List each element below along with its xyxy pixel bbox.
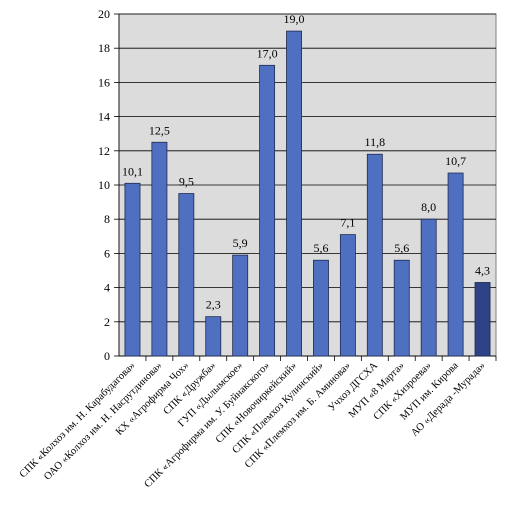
- bar: [124, 182, 141, 357]
- bar: [205, 316, 222, 357]
- data-labels: 10,1 12,5 9,5 2,3 5,9 17,0 19,0 5,6 7,1 11,8 5,6 8,…: [122, 12, 490, 312]
- data-label: 12,5: [149, 123, 170, 137]
- data-label: 10,7: [445, 154, 466, 168]
- data-label: 2,3: [206, 298, 221, 312]
- data-label: 5,6: [313, 241, 328, 255]
- y-tick-label: 12: [98, 144, 110, 158]
- x-category-label: СПК «Колхоз им. Н. Карабудагова»: [18, 360, 138, 480]
- bar: [447, 172, 464, 357]
- bars: [124, 30, 491, 357]
- data-label: 5,6: [394, 241, 409, 255]
- bar: [286, 30, 302, 357]
- y-axis-ticks: 0 2 4 6 8 10 12 14 16 18 20: [98, 7, 110, 363]
- bar: [366, 153, 383, 357]
- data-label: 9,5: [179, 175, 194, 189]
- bar: [313, 259, 329, 357]
- y-tick-label: 6: [104, 246, 110, 260]
- data-label: 5,9: [233, 236, 248, 250]
- y-tick-label: 18: [98, 41, 110, 55]
- bar: [393, 259, 410, 357]
- bar: [339, 234, 356, 357]
- y-tick-label: 0: [104, 349, 110, 363]
- y-tick-label: 16: [98, 75, 110, 89]
- data-label: 11,8: [365, 135, 386, 149]
- y-tick-label: 10: [98, 178, 110, 192]
- bar: [259, 64, 276, 357]
- bar: [474, 282, 491, 357]
- data-label: 7,1: [340, 216, 355, 230]
- data-label: 17,0: [257, 46, 278, 60]
- x-axis-category-labels: СПК «Колхоз им. Н. Карабудагова»ОАО «Кол…: [18, 360, 488, 490]
- data-label: 8,0: [421, 200, 436, 214]
- bar: [151, 141, 168, 357]
- bar: [178, 193, 195, 357]
- data-label: 10,1: [122, 164, 143, 178]
- bar: [232, 254, 249, 357]
- y-tick-label: 4: [104, 281, 110, 295]
- y-tick-label: 20: [98, 7, 110, 21]
- bar: [420, 218, 437, 357]
- x-category-label: ОАО «Колхоз им. Н. Насрутдинова»: [42, 360, 164, 482]
- data-label: 19,0: [284, 12, 305, 26]
- y-tick-label: 14: [98, 110, 110, 124]
- data-label: 4,3: [475, 263, 490, 277]
- y-tick-label: 8: [104, 212, 110, 226]
- y-tick-label: 2: [104, 315, 110, 329]
